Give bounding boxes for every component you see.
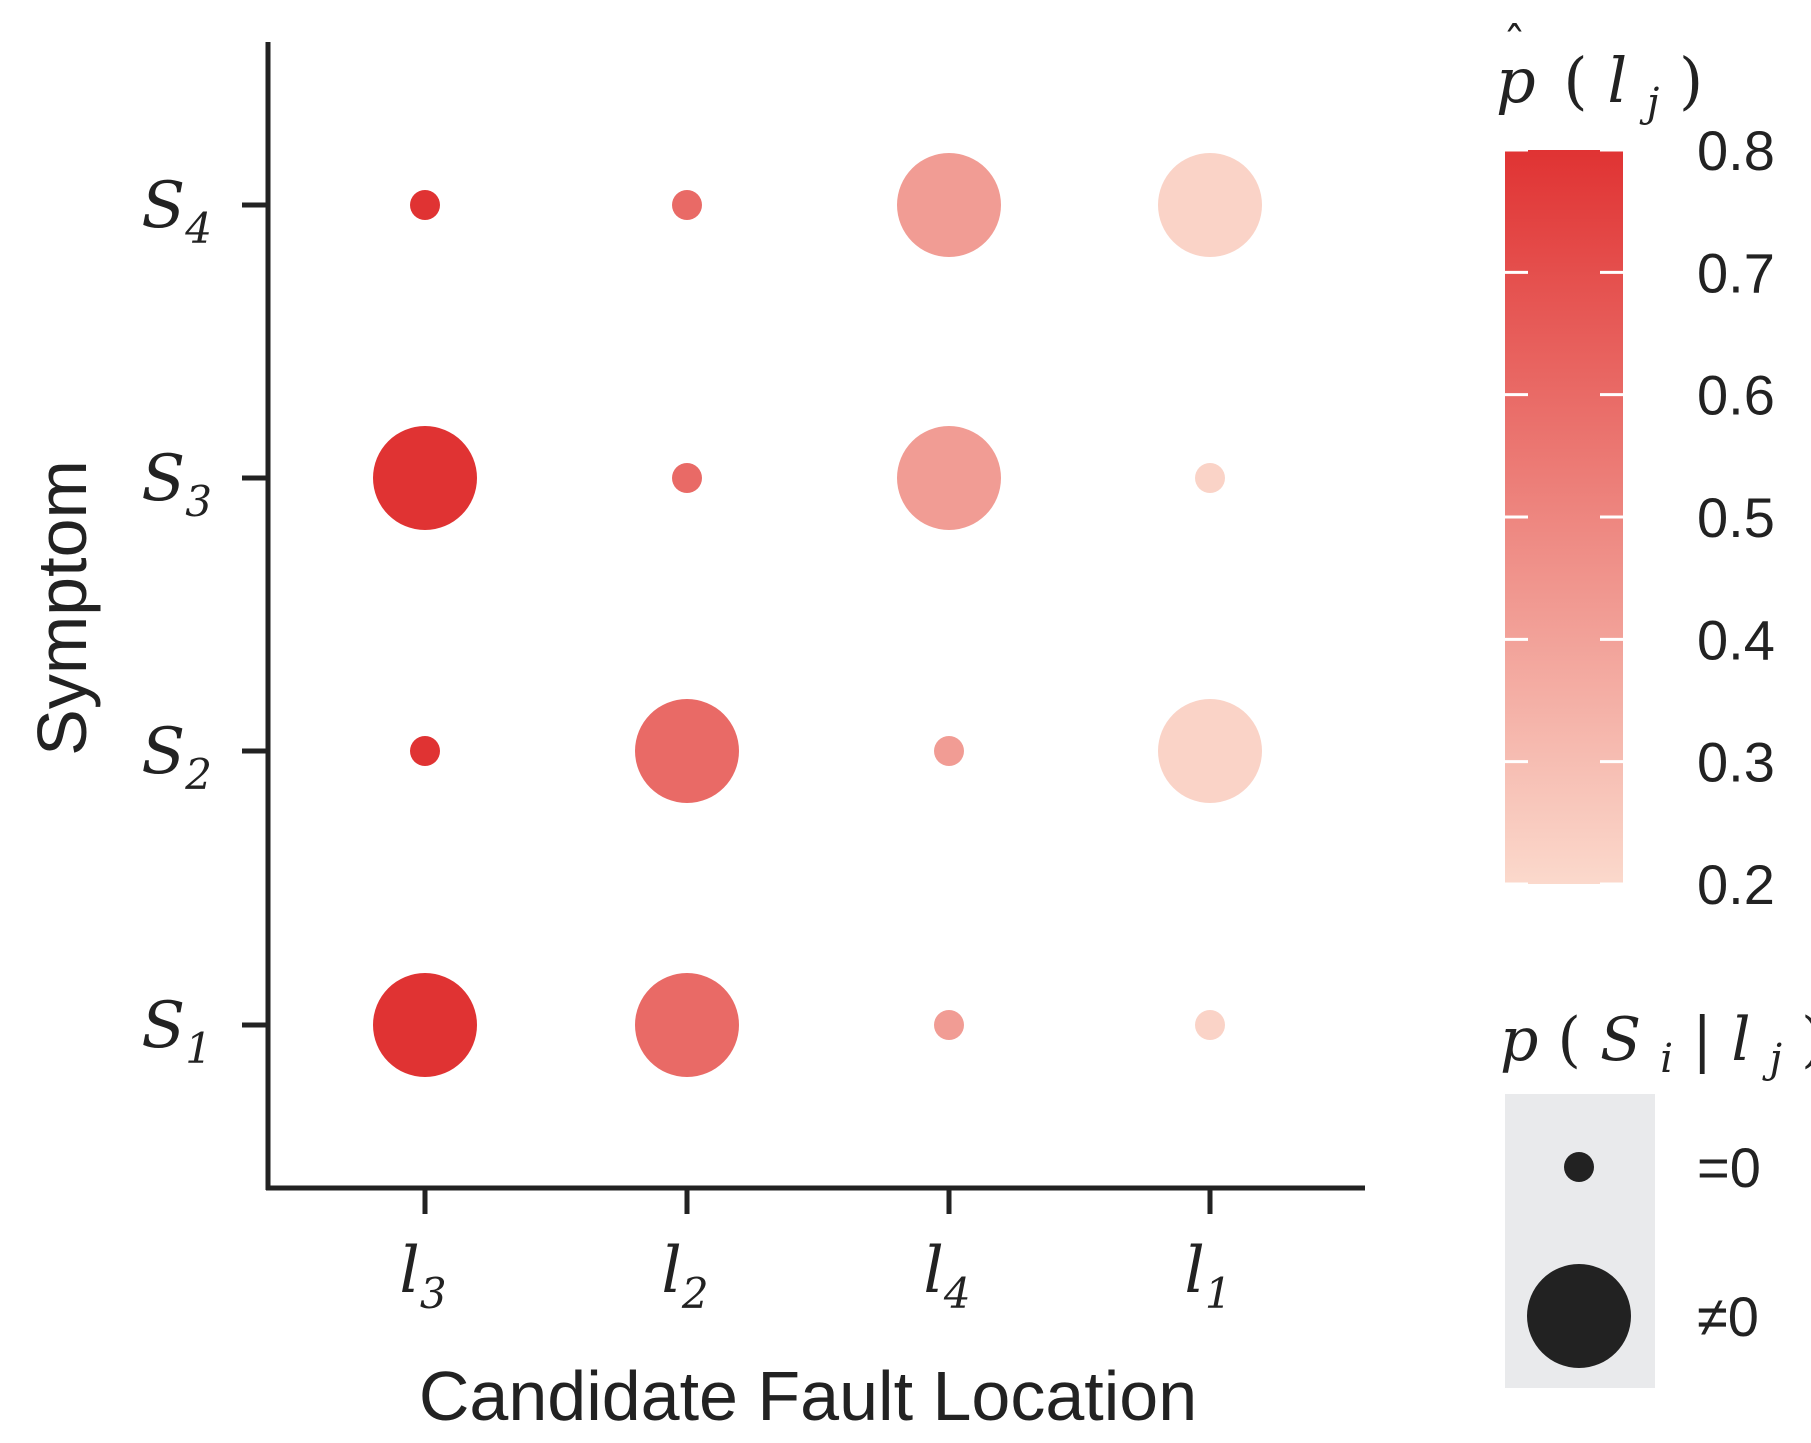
size-legend: p ( S i | l j ) =0 ≠0 [1500,1005,1811,1388]
size-legend-title-p: p [1500,1005,1538,1075]
colorbar-title-l: l [1607,44,1627,117]
size-legend-label: =0 [1697,1136,1761,1199]
colorbar-tick-label: 0.2 [1697,853,1775,916]
bubble-l1-S1 [1195,1010,1225,1040]
colorbar-legend: ˆ p ( l j ) 0.8 0.7 0.6 0.5 0.4 0.3 0.2 [1496,2,1775,916]
bubble-l2-S3 [672,463,702,493]
bubble-l4-S2 [934,736,964,766]
size-legend-title-paren-close: ) [1801,1005,1811,1075]
colorbar-title-base: p [1496,44,1536,117]
colorbar-tick-label: 0.4 [1697,608,1775,671]
x-tick-label: l3 [399,1234,446,1318]
bubble-l2-S4 [672,190,702,220]
x-axis-title: Candidate Fault Location [419,1357,1197,1435]
size-legend-title-bar: | [1692,1005,1712,1075]
x-tick-label: l4 [923,1234,970,1318]
bubble-l1-S4 [1158,153,1262,257]
bubble-marks [373,153,1262,1077]
x-axis-ticks: l3 l2 l4 l1 [399,1188,1232,1318]
y-tick-label: S1 [141,989,212,1073]
size-legend-label: ≠0 [1697,1285,1759,1348]
y-tick-label: S2 [141,715,212,799]
colorbar-title-sub: j [1639,80,1659,126]
size-legend-marker-nonzero [1527,1264,1631,1368]
y-axis-title: Symptom [23,460,101,756]
size-legend-title-S-sub: i [1660,1036,1673,1082]
colorbar-title: ˆ p ( l j ) [1496,2,1703,131]
bubble-l1-S2 [1158,699,1262,803]
colorbar-tick-label: 0.3 [1697,731,1775,794]
size-legend-marker-zero [1564,1152,1594,1182]
colorbar-tick-label: 0.6 [1697,364,1775,427]
size-legend-title-l: l [1731,1005,1750,1075]
bubble-l3-S3 [373,426,477,530]
bubble-l3-S1 [373,973,477,1077]
size-legend-entries: =0 ≠0 [1527,1136,1761,1368]
bubble-l3-S2 [410,736,440,766]
bubble-l4-S4 [897,153,1001,257]
bubble-l4-S3 [897,426,1001,530]
bubble-l1-S3 [1195,463,1225,493]
colorbar-tick-label: 0.7 [1697,241,1775,304]
colorbar-title-hat: ˆ [1503,17,1526,71]
size-legend-title-S: S [1600,1005,1641,1075]
size-legend-title-paren-open: ( [1558,1005,1581,1075]
bubble-l3-S4 [410,190,440,220]
colorbar-title-paren-close: ) [1679,44,1703,117]
colorbar-tick-label: 0.5 [1697,486,1775,549]
y-tick-label: S4 [141,169,212,253]
size-legend-title-l-sub: j [1762,1036,1782,1082]
plot-axes [265,42,1365,1191]
x-tick-label: l2 [661,1234,708,1318]
bubble-l4-S1 [934,1010,964,1040]
size-legend-title: p ( S i | l j ) [1500,1005,1811,1087]
colorbar-ticks: 0.8 0.7 0.6 0.5 0.4 0.3 0.2 [1505,119,1775,916]
colorbar-tick-label: 0.8 [1697,119,1775,182]
bubble-l2-S2 [635,699,739,803]
x-tick-label: l1 [1184,1234,1231,1318]
bubble-l2-S1 [635,973,739,1077]
y-axis-ticks: S1 S2 S3 S4 [141,169,268,1073]
colorbar-title-paren-open: ( [1563,44,1587,117]
y-tick-label: S3 [141,442,212,526]
